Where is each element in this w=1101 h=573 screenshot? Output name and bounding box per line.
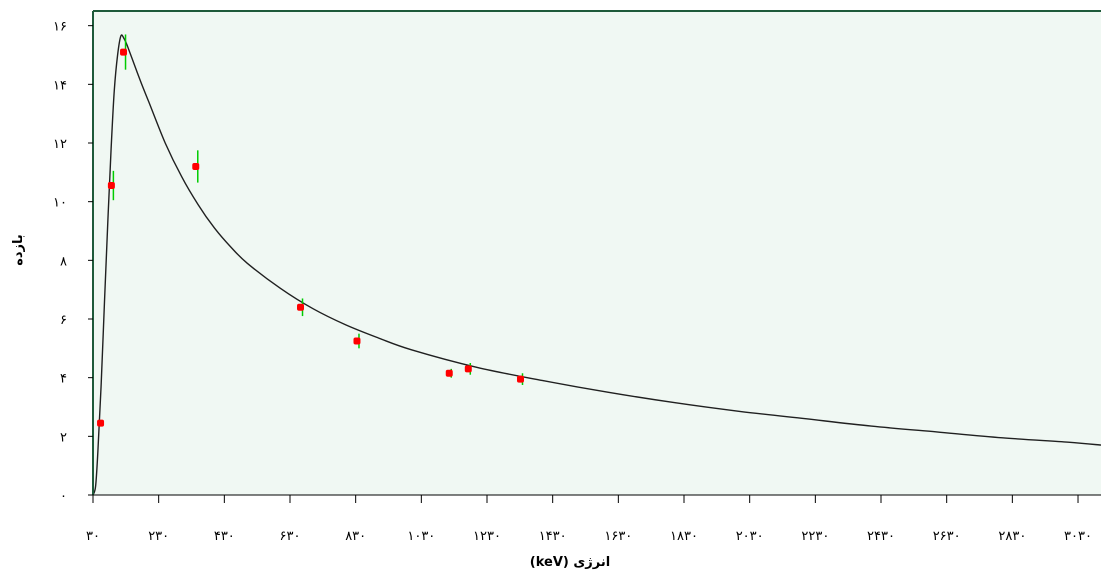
- y-tick-label: ۱۰: [53, 196, 67, 211]
- x-tick-label: ۲۸۳۰: [998, 529, 1026, 544]
- y-axis-title: بازده: [11, 234, 26, 266]
- data-points-layer: [97, 34, 524, 427]
- y-tick-label: ۱۴: [53, 78, 67, 93]
- y-tick-label: ۴: [60, 372, 67, 387]
- y-tick-label: ۱۲: [53, 137, 67, 152]
- y-axis-ticks: ۰ ۲ ۴ ۶ ۸ ۱۰ ۱۲ ۱۴ ۱۶: [53, 20, 93, 504]
- y-tick-label: ۲: [60, 430, 67, 445]
- x-tick-label: ۲۶۳۰: [933, 529, 961, 544]
- data-point: [445, 369, 453, 377]
- x-tick-label: ۱۴۳۰: [539, 529, 567, 544]
- x-axis-title: انرژی (keV): [530, 555, 610, 570]
- fit-curve-layer: [92, 34, 1101, 496]
- x-tick-label: ۳۰۳۰: [1064, 529, 1092, 544]
- y-tick-label: ۰: [60, 489, 67, 504]
- data-point: [107, 182, 115, 190]
- x-tick-label: ۱۶۳۰: [604, 529, 632, 544]
- x-tick-label: ۲۳۰: [148, 529, 169, 544]
- y-tick-label: ۱۶: [53, 20, 67, 35]
- x-axis-ticks: ۳۰ ۲۳۰ ۴۳۰ ۶۳۰ ۸۳۰ ۱۰۳۰ ۱۲۳۰ ۱۴۳۰ ۱۶۳۰ ۱۸۳۰ ۲۰۳۰ ۲۲…: [86, 495, 1092, 544]
- fit-curve: [92, 34, 1101, 496]
- data-point: [516, 375, 524, 383]
- data-point: [353, 337, 361, 345]
- x-tick-label: ۳۰: [86, 529, 100, 544]
- data-point: [120, 48, 128, 56]
- data-point: [97, 419, 105, 427]
- data-point: [464, 365, 472, 373]
- x-tick-label: ۱۲۳۰: [473, 529, 501, 544]
- x-tick-label: ۸۳۰: [345, 529, 366, 544]
- data-point: [297, 303, 305, 311]
- x-tick-label: ۲۲۳۰: [801, 529, 829, 544]
- x-tick-label: ۱۸۳۰: [670, 529, 698, 544]
- data-point: [192, 162, 200, 170]
- plot-area: [93, 11, 1101, 495]
- x-tick-label: ۱۰۳۰: [407, 529, 435, 544]
- y-tick-label: ۸: [60, 254, 67, 269]
- x-tick-label: ۲۰۳۰: [736, 529, 764, 544]
- x-tick-label: ۲۴۳۰: [867, 529, 895, 544]
- y-tick-label: ۶: [60, 313, 67, 328]
- x-tick-label: ۴۳۰: [214, 529, 235, 544]
- x-tick-label: ۶۳۰: [280, 529, 301, 544]
